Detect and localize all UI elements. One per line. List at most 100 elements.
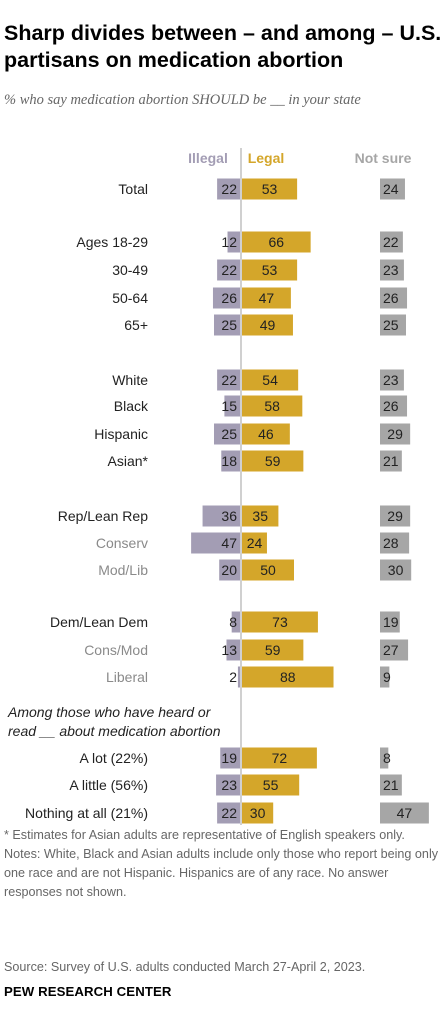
bar-not-sure-total	[380, 178, 405, 200]
value-illegal-mod-lib: 20	[221, 562, 237, 578]
value-not-sure-asian: 21	[383, 453, 399, 469]
value-illegal-white: 22	[221, 372, 237, 388]
value-not-sure-30-49: 23	[383, 262, 399, 278]
value-not-sure-a-lot-22: 8	[383, 750, 391, 766]
bar-illegal-hispanic	[214, 423, 240, 445]
row-label-rep-lean-rep: Rep/Lean Rep	[58, 508, 149, 524]
diverging-bar-chart: Illegal Legal Not sure Among those who have…	[7, 148, 429, 825]
asterisk-note: * Estimates for Asian adults are represe…	[4, 828, 405, 842]
value-not-sure-rep-lean-rep: 29	[387, 508, 403, 524]
bar-legal-asian	[242, 450, 304, 472]
value-illegal-cons-mod: 13	[221, 642, 237, 658]
bar-legal-total	[242, 178, 298, 200]
bar-not-sure-ages-18-29	[380, 231, 403, 253]
bar-illegal-ages-18-29	[227, 231, 240, 253]
row-label-hispanic: Hispanic	[94, 426, 148, 442]
row-label-black: Black	[114, 398, 149, 414]
value-legal-rep-lean-rep: 35	[252, 508, 268, 524]
value-not-sure-50-64: 26	[383, 290, 399, 306]
bar-illegal-nothing-at-all-21	[217, 802, 240, 824]
bar-legal-30-49	[242, 259, 298, 281]
value-not-sure-dem-lean-dem: 19	[383, 614, 399, 630]
section-heading-line-1: Among those who have heard or	[7, 704, 212, 720]
bar-not-sure-hispanic	[380, 423, 411, 445]
value-legal-a-lot-22: 72	[272, 750, 288, 766]
row-label-total: Total	[118, 181, 148, 197]
chart-title: Sharp divides between – and among – U.S.…	[4, 21, 442, 72]
value-legal-mod-lib: 50	[260, 562, 276, 578]
bar-illegal-cons-mod	[226, 639, 240, 661]
row-label-ages-18-29: Ages 18-29	[76, 234, 148, 250]
value-not-sure-65: 25	[383, 317, 399, 333]
bar-illegal-black	[224, 395, 240, 417]
value-illegal-rep-lean-rep: 36	[221, 508, 237, 524]
value-legal-65: 49	[260, 317, 276, 333]
pew-logo-text: PEW RESEARCH CENTER	[4, 984, 172, 999]
value-illegal-65: 25	[221, 317, 237, 333]
bar-legal-ages-18-29	[242, 231, 311, 253]
value-illegal-hispanic: 25	[221, 426, 237, 442]
value-legal-30-49: 53	[262, 262, 278, 278]
column-header-not-sure: Not sure	[355, 150, 412, 166]
value-illegal-black: 15	[221, 398, 237, 414]
value-illegal-30-49: 22	[221, 262, 237, 278]
bar-illegal-a-lot-22	[220, 747, 240, 769]
bar-illegal-65	[214, 314, 240, 336]
value-not-sure-a-little-56: 21	[383, 777, 399, 793]
race-note: Notes: White, Black and Asian adults inc…	[4, 847, 439, 899]
row-label-mod-lib: Mod/Lib	[98, 562, 148, 578]
bar-illegal-dem-lean-dem	[231, 611, 240, 633]
value-legal-total: 53	[262, 181, 278, 197]
bar-illegal-50-64	[212, 287, 240, 309]
bar-illegal-conserv	[191, 532, 240, 554]
bar-not-sure-a-little-56	[380, 774, 402, 796]
value-not-sure-white: 23	[383, 372, 399, 388]
chart-subtitle: % who say medication abortion SHOULD be …	[4, 92, 361, 108]
bar-not-sure-a-lot-22	[380, 747, 389, 769]
value-not-sure-total: 24	[383, 181, 399, 197]
value-not-sure-mod-lib: 30	[388, 562, 404, 578]
bar-illegal-rep-lean-rep	[202, 505, 240, 527]
row-label-liberal: Liberal	[106, 669, 148, 685]
bar-not-sure-black	[380, 395, 408, 417]
row-label-a-little-56: A little (56%)	[69, 777, 148, 793]
bar-not-sure-conserv	[380, 532, 410, 554]
value-legal-a-little-56: 55	[263, 777, 279, 793]
value-legal-cons-mod: 59	[265, 642, 281, 658]
value-legal-white: 54	[262, 372, 278, 388]
bar-legal-a-lot-22	[242, 747, 317, 769]
column-header-illegal: Illegal	[188, 150, 228, 166]
row-label-conserv: Conserv	[96, 535, 148, 551]
bar-legal-cons-mod	[242, 639, 304, 661]
bar-legal-50-64	[242, 287, 291, 309]
bar-not-sure-mod-lib	[380, 559, 412, 581]
value-illegal-a-little-56: 23	[221, 777, 237, 793]
bar-illegal-liberal	[237, 666, 240, 688]
value-not-sure-conserv: 28	[383, 535, 399, 551]
bar-not-sure-asian	[380, 450, 402, 472]
bar-legal-white	[242, 369, 299, 391]
bar-not-sure-nothing-at-all-21	[380, 802, 429, 824]
bar-not-sure-dem-lean-dem	[380, 611, 400, 633]
bar-illegal-mod-lib	[219, 559, 240, 581]
source-note: Source: Survey of U.S. adults conducted …	[4, 960, 366, 974]
value-legal-ages-18-29: 66	[269, 234, 285, 250]
row-label-30-49: 30-49	[112, 262, 148, 278]
value-legal-liberal: 88	[280, 669, 296, 685]
value-illegal-nothing-at-all-21: 22	[221, 805, 237, 821]
value-illegal-dem-lean-dem: 8	[229, 614, 237, 630]
value-legal-dem-lean-dem: 73	[272, 614, 288, 630]
bar-legal-65	[242, 314, 293, 336]
bar-legal-rep-lean-rep	[242, 505, 279, 527]
bar-legal-liberal	[242, 666, 334, 688]
row-label-50-64: 50-64	[112, 290, 148, 306]
value-not-sure-hispanic: 29	[387, 426, 403, 442]
bar-legal-dem-lean-dem	[242, 611, 318, 633]
bar-illegal-a-little-56	[216, 774, 240, 796]
value-not-sure-ages-18-29: 22	[383, 234, 399, 250]
value-illegal-asian: 18	[221, 453, 237, 469]
section-heading-line-2: read __ about medication abortion	[8, 723, 221, 739]
bar-not-sure-cons-mod	[380, 639, 409, 661]
row-label-nothing-at-all-21: Nothing at all (21%)	[25, 805, 148, 821]
value-illegal-total: 22	[221, 181, 237, 197]
